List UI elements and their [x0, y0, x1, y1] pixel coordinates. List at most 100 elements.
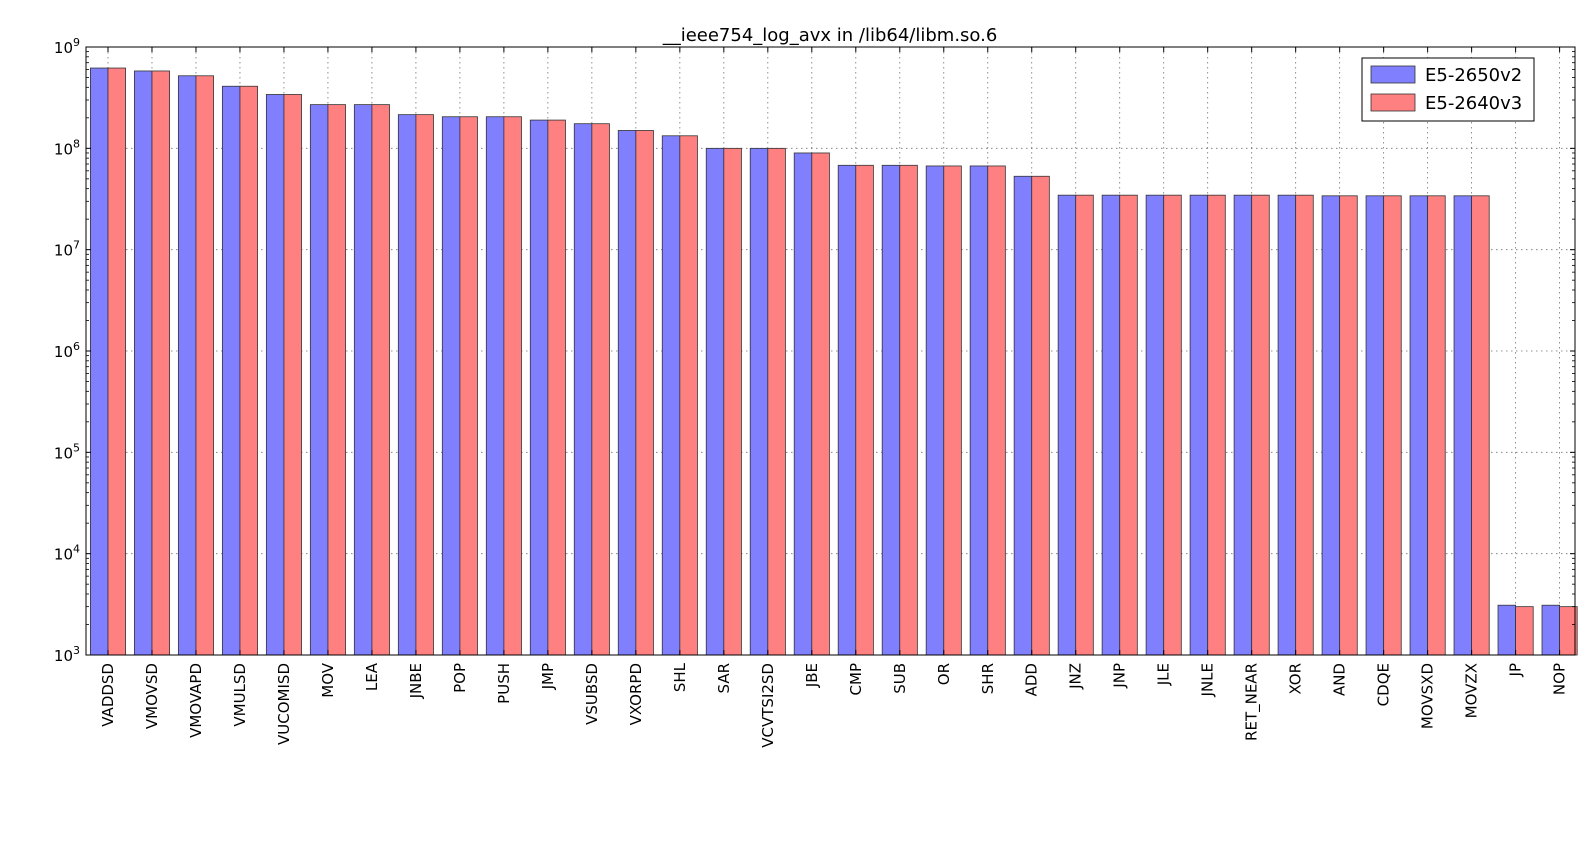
bar-e5-2640v3: [723, 147, 742, 656]
x-category-label: VADDSD: [99, 663, 117, 727]
x-category-label: MOVSXD: [1419, 663, 1437, 729]
y-tick-exponent: 8: [73, 137, 80, 150]
bar-e5-2640v3: [943, 165, 962, 656]
bar-e5-2650v2: [1497, 604, 1517, 656]
x-category-label: JLE: [1155, 663, 1173, 686]
bar-e5-2640v3: [1339, 195, 1358, 656]
x-category-label: XOR: [1287, 663, 1305, 695]
bar-e5-2650v2: [1541, 604, 1561, 656]
x-category-label: VSUBSD: [583, 663, 601, 725]
x-category-label: JBE: [803, 663, 821, 688]
bar-e5-2650v2: [749, 147, 769, 656]
y-tick-label: 103: [54, 644, 80, 665]
bar-e5-2640v3: [1471, 195, 1490, 656]
x-category-label: SAR: [715, 663, 733, 693]
bar-e5-2650v2: [133, 70, 153, 656]
bar-e5-2650v2: [1057, 194, 1077, 656]
bar-e5-2650v2: [309, 104, 329, 656]
bar-e5-2640v3: [195, 75, 214, 656]
y-tick-exponent: 3: [73, 644, 80, 657]
bar-e5-2650v2: [705, 147, 725, 656]
x-category-label: MOVZX: [1463, 663, 1481, 718]
bar-e5-2640v3: [1295, 194, 1314, 656]
x-category-label: VMULSD: [231, 663, 249, 727]
bar-e5-2650v2: [837, 164, 857, 656]
bar-e5-2640v3: [503, 116, 522, 656]
y-tick-label: 105: [54, 441, 80, 462]
bar-e5-2650v2: [1189, 194, 1209, 656]
y-tick-exponent: 7: [73, 239, 80, 252]
x-category-label: JNBE: [407, 663, 425, 699]
x-category-label: POP: [451, 663, 469, 693]
bar-e5-2640v3: [1383, 195, 1402, 656]
legend: E5-2650v2 E5-2640v3: [1361, 57, 1535, 122]
y-tick-exponent: 4: [73, 543, 80, 556]
y-tick-label: 108: [54, 137, 80, 158]
x-category-label: VUCOMISD: [275, 663, 293, 745]
bar-e5-2650v2: [529, 119, 549, 656]
y-tick-exponent: 5: [73, 441, 80, 454]
bar-e5-2640v3: [151, 70, 170, 656]
bar-e5-2640v3: [1031, 175, 1050, 656]
bar-e5-2640v3: [811, 152, 830, 656]
x-category-label: JNZ: [1067, 663, 1085, 690]
legend-swatch: [1370, 93, 1416, 112]
bar-e5-2650v2: [89, 67, 109, 656]
x-category-label: PUSH: [495, 663, 513, 704]
bar-e5-2650v2: [1321, 195, 1341, 656]
x-category-label: SHR: [979, 663, 997, 694]
bar-e5-2650v2: [353, 104, 373, 656]
x-category-label: VMOVAPD: [187, 663, 205, 738]
y-tick-label: 107: [54, 239, 80, 260]
bar-e5-2640v3: [767, 147, 786, 656]
bar-e5-2650v2: [1453, 195, 1473, 656]
y-tick-base: 10: [54, 39, 73, 57]
bar-e5-2640v3: [591, 123, 610, 656]
x-category-label: JNLE: [1199, 663, 1217, 697]
x-category-label: CMP: [847, 663, 865, 695]
bar-e5-2640v3: [371, 104, 390, 656]
bar-e5-2640v3: [283, 94, 302, 656]
y-tick-base: 10: [54, 444, 73, 462]
x-category-label: LEA: [363, 662, 381, 691]
bar-e5-2640v3: [987, 165, 1006, 656]
x-category-label: SHL: [671, 662, 689, 692]
bar-e5-2650v2: [793, 152, 813, 656]
bar-e5-2650v2: [1365, 195, 1385, 656]
x-category-label: VMOVSD: [143, 663, 161, 729]
bar-e5-2650v2: [1145, 194, 1165, 656]
bar-e5-2640v3: [1427, 195, 1446, 656]
bar-e5-2650v2: [661, 135, 681, 656]
legend-swatch: [1370, 65, 1416, 84]
bar-e5-2640v3: [1207, 194, 1226, 656]
bar-e5-2650v2: [397, 114, 417, 656]
x-category-label: AND: [1331, 663, 1349, 696]
bar-e5-2650v2: [969, 165, 989, 656]
bar-e5-2650v2: [1277, 194, 1297, 656]
chart-title: __ieee754_log_avx in /lib64/libm.so.6: [662, 25, 998, 46]
bars: [89, 67, 1578, 656]
bar-e5-2640v3: [459, 116, 478, 656]
y-tick-base: 10: [54, 647, 73, 665]
x-category-label: MOV: [319, 662, 337, 697]
bar-e5-2640v3: [1251, 194, 1270, 656]
bar-e5-2650v2: [1013, 175, 1033, 656]
y-tick-exponent: 9: [73, 36, 80, 49]
bar-e5-2640v3: [107, 67, 126, 656]
y-tick-label: 109: [54, 36, 80, 57]
bar-e5-2640v3: [1163, 194, 1182, 656]
bar-e5-2650v2: [925, 165, 945, 656]
x-category-label: VCVTSI2SD: [759, 663, 777, 748]
bar-e5-2640v3: [635, 130, 654, 656]
bar-e5-2640v3: [1515, 606, 1534, 656]
bar-e5-2640v3: [1075, 194, 1094, 656]
y-tick-base: 10: [54, 140, 73, 158]
x-category-label: JNP: [1111, 663, 1129, 689]
bar-e5-2650v2: [881, 164, 901, 656]
bar-e5-2650v2: [485, 116, 505, 656]
x-category-label: CDQE: [1375, 663, 1393, 706]
y-tick-base: 10: [54, 343, 73, 361]
bar-e5-2650v2: [221, 85, 241, 656]
bar-e5-2650v2: [177, 75, 197, 656]
bar-e5-2650v2: [1409, 195, 1429, 656]
